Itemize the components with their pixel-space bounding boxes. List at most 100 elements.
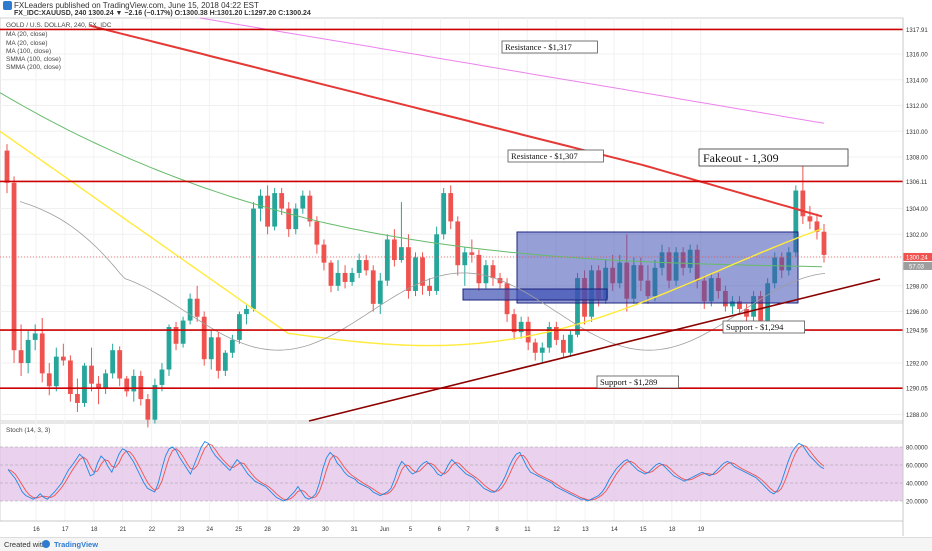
tradingview-cloud-icon [42, 540, 50, 548]
ma20-line [0, 130, 823, 347]
x-tick-label: 14 [611, 527, 618, 533]
candle [532, 342, 538, 353]
y-tick-label: 1316.00 [906, 53, 928, 59]
stoch-level-label: 20.0000 [906, 500, 928, 506]
indicator-label-5[interactable]: SMMA (200, close) [6, 64, 61, 71]
candle [328, 262, 334, 286]
stoch-label[interactable]: Stoch (14, 3, 3) [6, 427, 51, 434]
candle [575, 278, 580, 335]
candle [406, 247, 411, 291]
candle [18, 350, 24, 364]
candle [370, 270, 376, 304]
x-tick-label: 11 [524, 527, 531, 533]
candle [32, 333, 38, 340]
y-tick-label: 1304.00 [906, 207, 928, 213]
candle [518, 321, 524, 333]
candle [25, 339, 31, 364]
level-label: Resistance - $1,307 [511, 151, 578, 161]
candle [469, 252, 475, 255]
y-tick-label: 1302.00 [906, 233, 928, 239]
candle [187, 298, 193, 321]
candle [194, 298, 200, 317]
trendline [308, 278, 881, 422]
consolidation-box-lower [462, 288, 608, 301]
indicator-label-0[interactable]: GOLD / U.S. DOLLAR, 240, FX_IDC [6, 22, 112, 29]
candle [462, 252, 468, 266]
x-tick-label: 8 [495, 527, 499, 533]
candle [166, 327, 172, 370]
candle [4, 150, 10, 183]
ma-fast-line [19, 201, 826, 351]
candle [553, 327, 559, 340]
candle [539, 347, 545, 353]
indicator-label-2[interactable]: MA (20, close) [6, 40, 48, 47]
candle [546, 327, 552, 348]
level-label-box [596, 375, 679, 389]
candle [82, 365, 87, 403]
candle [814, 221, 820, 232]
candle [800, 190, 806, 217]
level-label-box [507, 149, 604, 163]
candle [427, 285, 432, 291]
annotation-text: Fakeout - 1,309 [703, 151, 779, 165]
candle [293, 208, 299, 230]
y-tick-label: 1310.00 [906, 130, 928, 136]
x-tick-label: 23 [178, 527, 185, 533]
candle [434, 234, 440, 291]
stoch-level-label: 80.0000 [906, 446, 928, 452]
candle [821, 231, 827, 255]
level-label: Resistance - $1,317 [505, 42, 572, 52]
footer-bar: Created with TradingView [0, 537, 932, 551]
stoch-level-label: 40.0000 [906, 482, 928, 488]
candle [286, 208, 292, 230]
candle [11, 182, 17, 351]
y-tick-label: 1288.00 [906, 413, 928, 419]
candle [321, 244, 327, 263]
candle [117, 350, 123, 379]
candle [237, 314, 242, 340]
indicator-label-4[interactable]: SMMA (100, close) [6, 56, 61, 63]
indicator-label-1[interactable]: MA (20, close) [6, 31, 48, 38]
indicator-label-3[interactable]: MA (100, close) [6, 48, 52, 55]
candle [53, 356, 59, 387]
candle [46, 373, 52, 387]
x-tick-label: 24 [206, 527, 213, 533]
x-tick-label: 21 [120, 527, 127, 533]
annotation-box [698, 148, 849, 167]
x-tick-label: 25 [235, 527, 242, 533]
candle [384, 239, 390, 281]
candle [455, 221, 461, 266]
x-tick-label: 22 [149, 527, 156, 533]
candle [561, 339, 566, 353]
y-tick-label: 1308.00 [906, 156, 928, 162]
x-tick-label: 18 [669, 527, 676, 533]
candle [307, 195, 313, 222]
x-tick-label: 15 [640, 527, 647, 533]
y-tick-label: 1296.00 [906, 310, 928, 316]
candle [751, 296, 756, 317]
current-price-badge [903, 252, 932, 261]
candle [244, 308, 249, 315]
candle [490, 265, 496, 279]
tradingview-brand[interactable]: TradingView [54, 540, 99, 549]
candle [180, 320, 186, 344]
candle [222, 352, 228, 371]
candle [215, 337, 221, 371]
x-tick-label: 30 [322, 527, 329, 533]
x-tick-label: 5 [409, 527, 413, 533]
candle [229, 339, 235, 353]
stoch-level-label: 60.0000 [906, 464, 928, 470]
x-tick-label: 28 [264, 527, 271, 533]
candle [300, 195, 306, 209]
level-label: Support - $1,289 [600, 377, 657, 387]
candle [413, 257, 418, 291]
x-tick-label: 29 [293, 527, 300, 533]
candle [145, 399, 151, 420]
x-tick-label: 31 [351, 527, 358, 533]
candle [793, 190, 799, 253]
candle [67, 360, 73, 394]
y-tick-label: 1294.56 [906, 329, 928, 335]
smma200-line [199, 17, 825, 124]
price-axis-bg [903, 18, 932, 536]
